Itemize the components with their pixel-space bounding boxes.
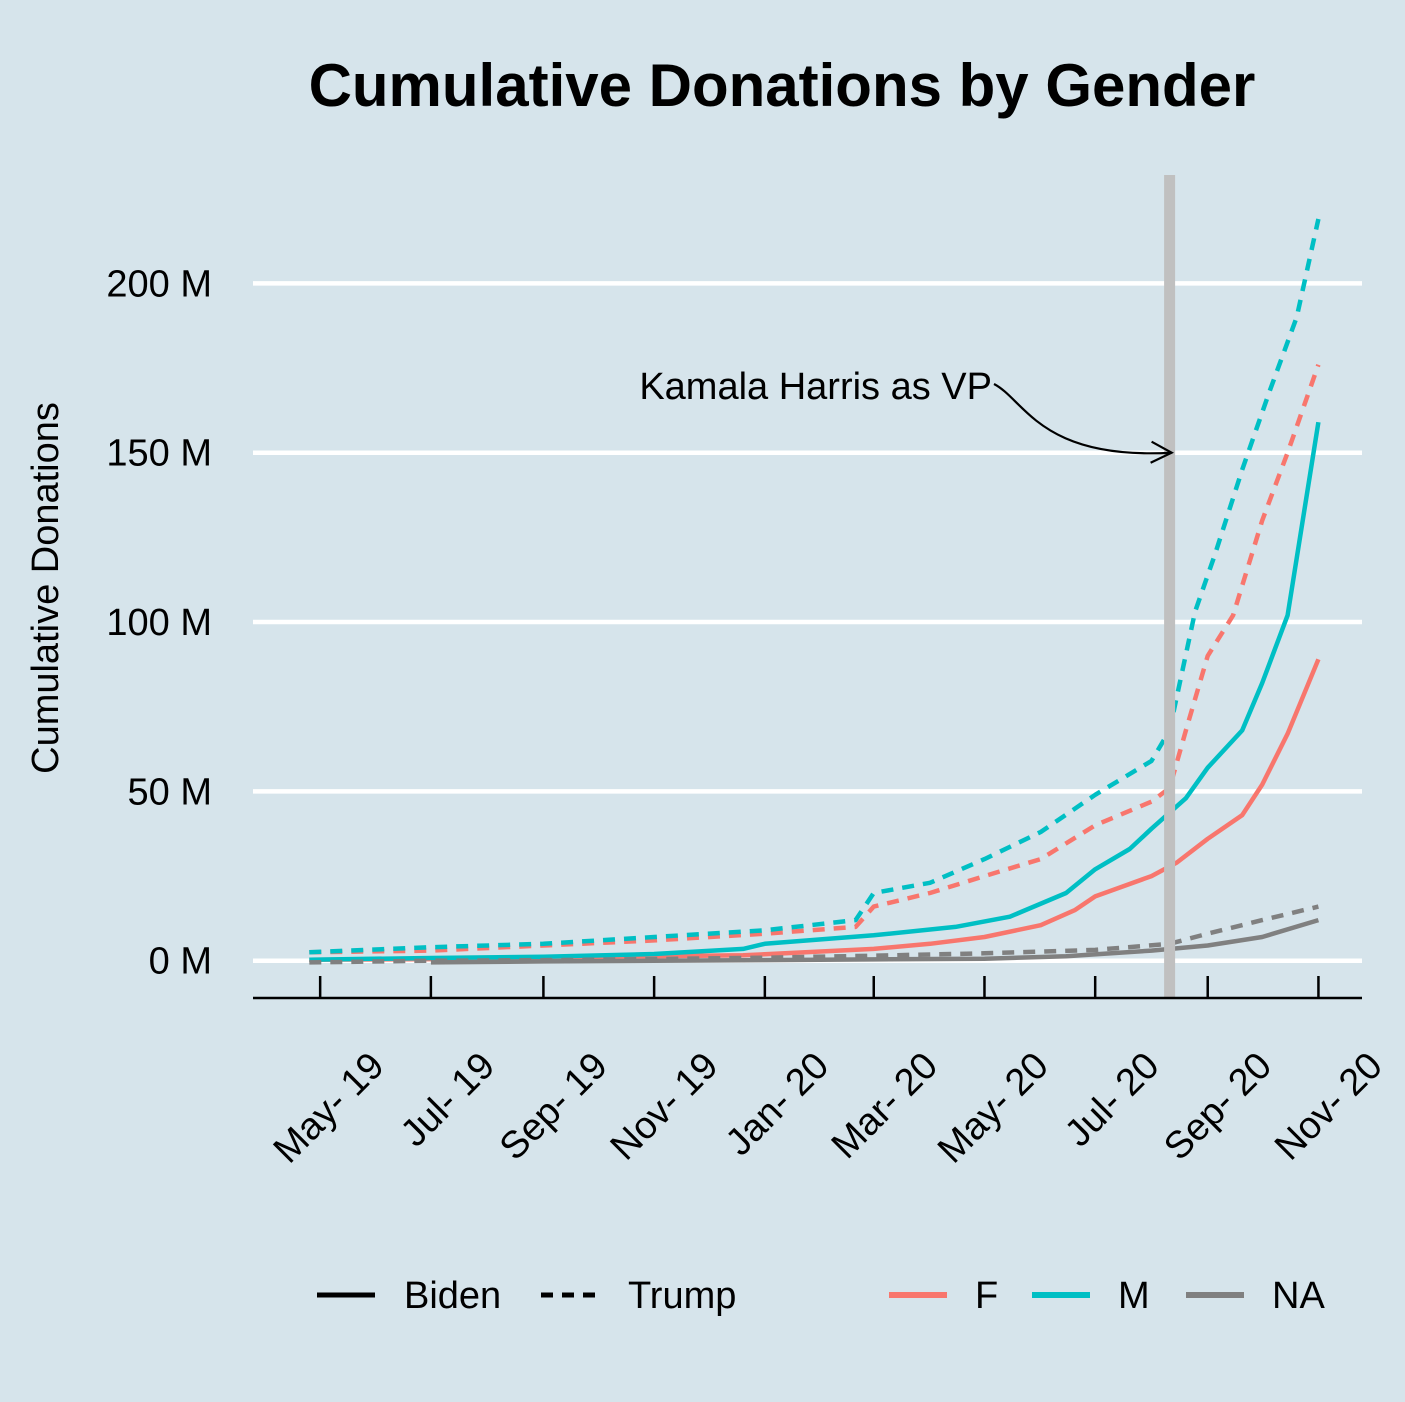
series-line-biden-na bbox=[430, 917, 1320, 965]
y-tick-label: 200 M bbox=[106, 263, 212, 305]
y-tick-label: 150 M bbox=[106, 433, 212, 475]
y-tick-label: 0 M bbox=[149, 941, 212, 983]
x-tick-label: Nov- 20 bbox=[1267, 1045, 1391, 1169]
annotation-arrowhead bbox=[1150, 440, 1175, 464]
series-line-biden-m bbox=[309, 421, 1321, 962]
series-line-trump-m bbox=[309, 218, 1321, 955]
legend-label: NA bbox=[1272, 1275, 1325, 1317]
annotation-arrow bbox=[993, 383, 1172, 455]
gridlines bbox=[253, 281, 1362, 963]
legend-label: Biden bbox=[404, 1275, 501, 1317]
series-lines bbox=[309, 218, 1321, 965]
y-axis-ticks: 0 M 50 M 100 M 150 M 200 M bbox=[106, 263, 212, 982]
series-line-trump-na bbox=[309, 904, 1319, 965]
x-tick-label: Mar- 20 bbox=[824, 1045, 946, 1167]
x-tick-label: Jul- 19 bbox=[393, 1045, 503, 1155]
x-tick-label: Jul- 20 bbox=[1057, 1045, 1167, 1155]
series-line-trump-f bbox=[309, 363, 1321, 955]
legend-label: M bbox=[1118, 1275, 1150, 1317]
x-tick-label: Sep- 20 bbox=[1156, 1045, 1280, 1169]
legend: Biden Trump F M NA bbox=[317, 1275, 1325, 1317]
x-tick-label: Sep- 19 bbox=[492, 1045, 616, 1169]
x-tick-label: May- 19 bbox=[266, 1045, 393, 1172]
annotation-text: Kamala Harris as VP bbox=[639, 366, 992, 408]
y-tick-label: 100 M bbox=[106, 602, 212, 644]
legend-label: F bbox=[975, 1275, 998, 1317]
y-axis-label: Cumulative Donations bbox=[25, 402, 67, 774]
x-tick-label: May- 20 bbox=[930, 1045, 1057, 1172]
series-line-biden-f bbox=[309, 658, 1321, 962]
x-tick-label: Nov- 19 bbox=[603, 1045, 727, 1169]
x-tick-label: Jan- 20 bbox=[718, 1045, 837, 1164]
legend-label: Trump bbox=[628, 1275, 736, 1317]
annotation: Kamala Harris as VP bbox=[639, 366, 1175, 464]
chart-title: Cumulative Donations by Gender bbox=[309, 52, 1256, 119]
y-tick-label: 50 M bbox=[128, 771, 212, 813]
